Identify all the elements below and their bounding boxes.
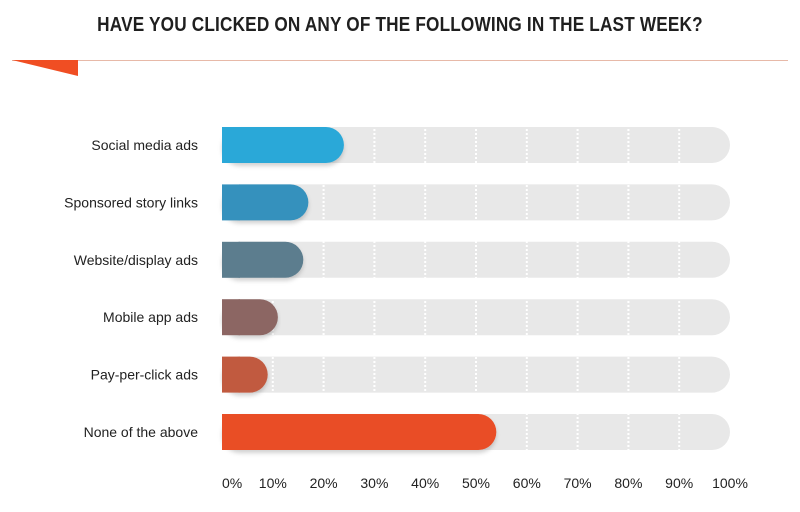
bar-left-cap [222,127,240,163]
bar-left-cap [222,184,240,221]
bar-left-cap [222,356,240,393]
x-tick-label: 100% [712,475,748,491]
x-tick-label: 10% [259,475,287,491]
x-tick-label: 80% [614,475,642,491]
bar-left-cap [222,299,240,336]
x-tick-label: 50% [462,475,490,491]
grid-lines [271,121,681,456]
x-tick-label: 0% [222,475,242,491]
bar [222,127,344,163]
x-tick-label: 20% [310,475,338,491]
category-label: Pay-per-click ads [91,367,198,383]
x-tick-label: 40% [411,475,439,491]
category-label: Website/display ads [74,252,198,268]
x-axis-tick-labels: 0% 10% 20% 30% 40% 50% 60% 70% 80% 90% 100% [222,475,748,491]
title-divider [12,60,788,61]
category-label: None of the above [84,424,199,440]
x-tick-label: 90% [665,475,693,491]
bar-left-cap [222,414,240,450]
category-label: Sponsored story links [64,194,198,210]
x-tick-label: 70% [564,475,592,491]
x-tick-label: 60% [513,475,541,491]
title-accent-flag [12,60,78,76]
bar [222,184,309,221]
x-tick-label: 30% [360,475,388,491]
bar [222,414,497,450]
bar [222,241,304,278]
category-label: Mobile app ads [103,309,198,325]
bar-left-cap [222,241,240,278]
chart-title: HAVE YOU CLICKED ON ANY OF THE FOLLOWING… [97,14,703,36]
bar-track [222,241,730,278]
category-labels: Social media ads Sponsored story links Web… [64,137,198,440]
category-label: Social media ads [91,137,198,153]
